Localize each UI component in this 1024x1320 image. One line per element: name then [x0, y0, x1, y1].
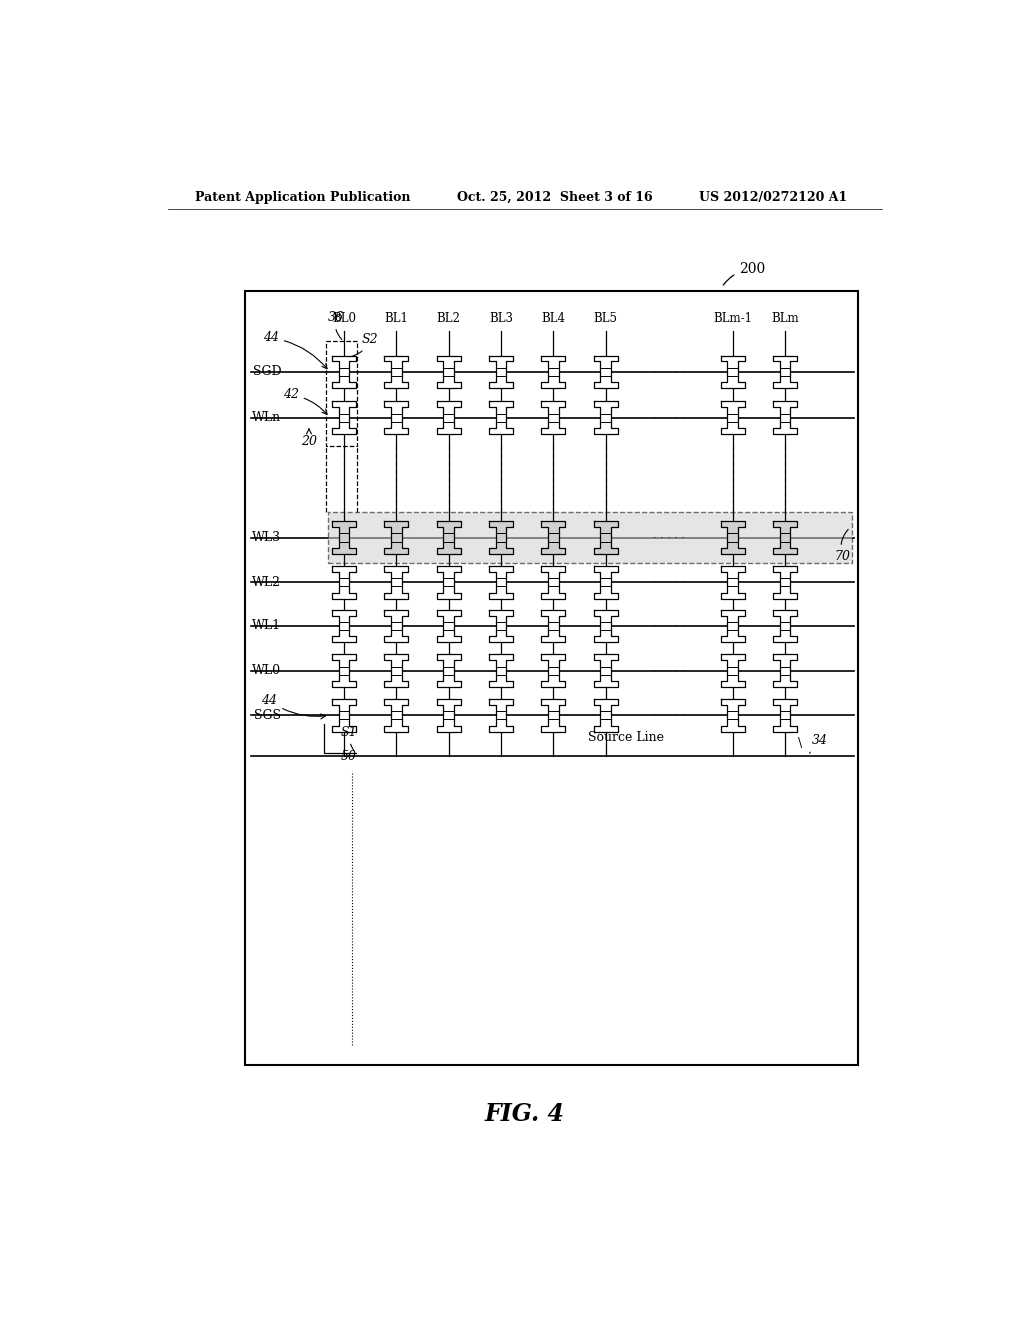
Text: Source Line: Source Line	[588, 731, 665, 744]
Polygon shape	[489, 655, 513, 686]
Polygon shape	[384, 521, 409, 554]
Polygon shape	[721, 401, 744, 434]
Text: \: \	[799, 738, 803, 750]
Text: BLm-1: BLm-1	[714, 313, 753, 326]
Polygon shape	[542, 655, 565, 686]
Text: 44: 44	[263, 331, 327, 368]
Text: WLn: WLn	[252, 411, 282, 424]
Text: · · · · ·: · · · · ·	[653, 413, 685, 422]
Text: BL3: BL3	[489, 313, 513, 326]
Polygon shape	[384, 610, 409, 643]
Polygon shape	[721, 355, 744, 388]
Polygon shape	[773, 521, 797, 554]
Polygon shape	[594, 521, 617, 554]
Polygon shape	[384, 655, 409, 686]
Polygon shape	[594, 401, 617, 434]
Text: · · · · ·: · · · · ·	[653, 620, 685, 631]
Polygon shape	[436, 401, 461, 434]
Polygon shape	[594, 355, 617, 388]
Polygon shape	[436, 610, 461, 643]
Polygon shape	[489, 401, 513, 434]
Bar	[328, 512, 852, 562]
Text: 200: 200	[723, 263, 765, 285]
Polygon shape	[542, 566, 565, 598]
Polygon shape	[594, 655, 617, 686]
Polygon shape	[594, 700, 617, 731]
Polygon shape	[332, 610, 355, 643]
Polygon shape	[332, 700, 355, 731]
Text: 70: 70	[835, 529, 850, 562]
Polygon shape	[721, 610, 744, 643]
Text: BL2: BL2	[436, 313, 461, 326]
Text: · · · · ·: · · · · ·	[653, 665, 685, 676]
Text: 42: 42	[283, 388, 327, 414]
Polygon shape	[489, 521, 513, 554]
Polygon shape	[542, 355, 565, 388]
Text: US 2012/0272120 A1: US 2012/0272120 A1	[699, 190, 848, 203]
Polygon shape	[332, 521, 355, 554]
Text: S2: S2	[353, 334, 379, 356]
Polygon shape	[489, 610, 513, 643]
Polygon shape	[721, 566, 744, 598]
Polygon shape	[384, 401, 409, 434]
Polygon shape	[773, 355, 797, 388]
Text: BL1: BL1	[384, 313, 409, 326]
Text: 20: 20	[301, 429, 317, 447]
Polygon shape	[721, 655, 744, 686]
Text: · · · · ·: · · · · ·	[653, 532, 685, 543]
Polygon shape	[773, 401, 797, 434]
Polygon shape	[436, 355, 461, 388]
Polygon shape	[384, 355, 409, 388]
Text: Oct. 25, 2012  Sheet 3 of 16: Oct. 25, 2012 Sheet 3 of 16	[458, 190, 653, 203]
Text: BL5: BL5	[594, 313, 617, 326]
Text: · · · · ·: · · · · ·	[653, 577, 685, 587]
Polygon shape	[436, 566, 461, 598]
Polygon shape	[384, 566, 409, 598]
Text: 34: 34	[810, 734, 828, 754]
Polygon shape	[489, 700, 513, 731]
Text: 44: 44	[261, 694, 326, 719]
Text: Patent Application Publication: Patent Application Publication	[196, 190, 411, 203]
Text: S1: S1	[341, 726, 357, 751]
Polygon shape	[384, 700, 409, 731]
Polygon shape	[773, 655, 797, 686]
Text: SGS: SGS	[254, 709, 282, 722]
Polygon shape	[542, 610, 565, 643]
Text: WL3: WL3	[252, 531, 282, 544]
Polygon shape	[332, 655, 355, 686]
Text: BLm: BLm	[771, 313, 799, 326]
Text: WL0: WL0	[252, 664, 282, 677]
Text: 50: 50	[341, 750, 356, 763]
Polygon shape	[332, 566, 355, 598]
Polygon shape	[594, 566, 617, 598]
Polygon shape	[542, 521, 565, 554]
Text: FIG. 4: FIG. 4	[484, 1102, 565, 1126]
Polygon shape	[773, 566, 797, 598]
Polygon shape	[489, 566, 513, 598]
Text: WL1: WL1	[252, 619, 282, 632]
Polygon shape	[332, 401, 355, 434]
Text: SGD: SGD	[253, 366, 282, 379]
Text: BL4: BL4	[542, 313, 565, 326]
Polygon shape	[436, 521, 461, 554]
Polygon shape	[594, 610, 617, 643]
Polygon shape	[773, 700, 797, 731]
Polygon shape	[542, 401, 565, 434]
Text: 36: 36	[328, 312, 344, 339]
Polygon shape	[721, 700, 744, 731]
Text: WL2: WL2	[252, 576, 282, 589]
Polygon shape	[436, 655, 461, 686]
Polygon shape	[332, 355, 355, 388]
Polygon shape	[721, 521, 744, 554]
Text: · · · · ·: · · · · ·	[653, 710, 685, 721]
Polygon shape	[542, 700, 565, 731]
Text: BL0: BL0	[332, 313, 356, 326]
Polygon shape	[436, 700, 461, 731]
Polygon shape	[489, 355, 513, 388]
Text: · · · · ·: · · · · ·	[653, 367, 685, 376]
Polygon shape	[773, 610, 797, 643]
Bar	[246, 290, 858, 1065]
